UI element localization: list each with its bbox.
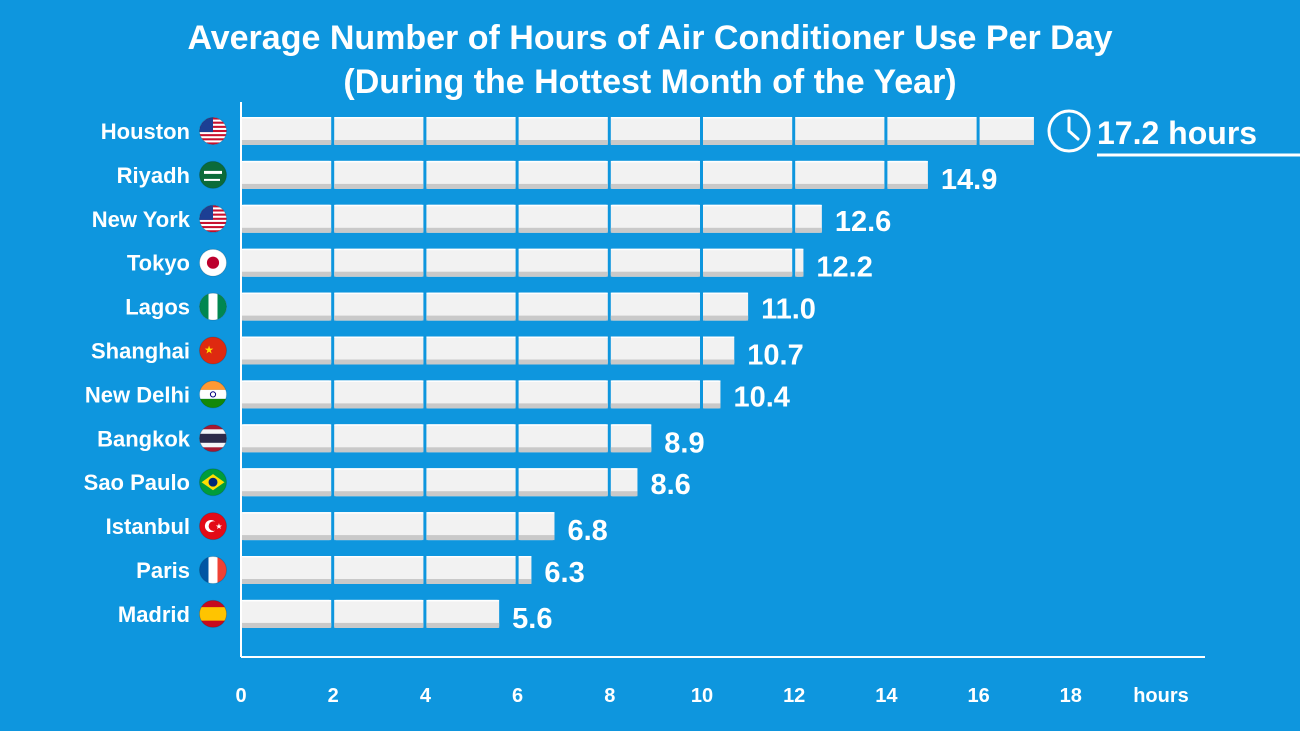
value-label: 6.3 — [544, 557, 584, 589]
bar — [242, 204, 822, 233]
chart-title: Average Number of Hours of Air Condition… — [187, 19, 1113, 57]
value-label: 17.2 hours — [1097, 115, 1257, 151]
x-tick-label: 4 — [420, 685, 432, 707]
x-tick-label: 18 — [1060, 685, 1082, 707]
city-label: New York — [92, 207, 191, 232]
clock-icon — [1047, 109, 1091, 153]
city-label: Houston — [101, 119, 190, 144]
bar — [242, 380, 721, 409]
value-label: 11.0 — [761, 294, 816, 326]
nigeria-flag-icon — [199, 292, 227, 321]
india-flag-icon — [199, 380, 227, 409]
city-label: New Delhi — [85, 382, 190, 407]
value-label: 12.2 — [816, 252, 872, 284]
svg-text:★: ★ — [204, 345, 214, 357]
x-tick-label: 12 — [783, 685, 805, 707]
value-label: 8.6 — [650, 469, 690, 501]
value-label: 5.6 — [512, 603, 552, 635]
value-label: 8.9 — [664, 427, 704, 459]
x-tick-label: 8 — [604, 685, 615, 707]
saudi-arabia-flag-icon — [199, 160, 227, 189]
value-label: 14.9 — [941, 164, 997, 196]
x-tick-label: 14 — [875, 685, 898, 707]
bar — [242, 512, 555, 541]
value-label: 10.7 — [747, 340, 803, 372]
city-label: Riyadh — [117, 163, 190, 188]
bar — [242, 292, 749, 321]
bar — [242, 468, 638, 497]
city-label: Paris — [136, 558, 190, 583]
x-tick-label: 6 — [512, 685, 523, 707]
x-tick-label: 10 — [691, 685, 713, 707]
city-label: Sao Paulo — [84, 470, 190, 495]
bar — [242, 424, 652, 453]
spain-flag-icon — [199, 599, 227, 628]
usa-flag-icon — [199, 204, 227, 233]
bar — [242, 160, 928, 189]
bar — [242, 336, 735, 365]
city-label: Lagos — [125, 295, 190, 320]
thailand-flag-icon — [199, 424, 227, 453]
x-tick-label: 16 — [967, 685, 989, 707]
bar — [242, 117, 1034, 145]
value-label: 6.8 — [567, 515, 607, 547]
france-flag-icon — [199, 556, 227, 584]
bar — [242, 556, 532, 584]
city-label: Shanghai — [91, 339, 190, 364]
svg-text:★: ★ — [215, 522, 222, 531]
city-label: Istanbul — [106, 514, 190, 539]
brazil-flag-icon — [199, 468, 227, 497]
china-flag-icon: ★ — [199, 336, 227, 365]
bar — [242, 248, 804, 277]
turkey-flag-icon: ★ — [199, 512, 227, 541]
x-tick-label: 0 — [235, 685, 246, 707]
chart-subtitle: (During the Hottest Month of the Year) — [343, 63, 957, 101]
city-label: Madrid — [118, 602, 190, 627]
usa-flag-icon — [199, 117, 227, 145]
value-label: 12.6 — [835, 206, 891, 238]
x-unit-label: hours — [1133, 685, 1189, 707]
japan-flag-icon — [199, 248, 227, 277]
x-tick-label: 2 — [328, 685, 339, 707]
bar — [242, 599, 500, 628]
city-label: Bangkok — [97, 426, 191, 451]
value-label: 10.4 — [733, 381, 789, 413]
city-label: Tokyo — [127, 251, 190, 276]
